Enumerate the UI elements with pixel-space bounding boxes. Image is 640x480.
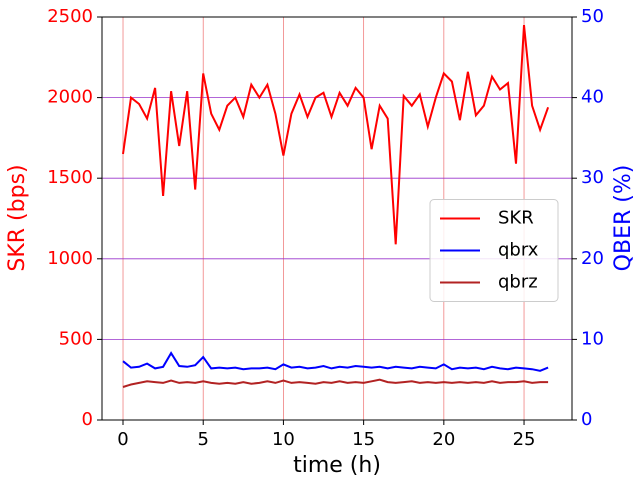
legend-label: qbrx	[498, 240, 539, 261]
y-tick-label: 1500	[47, 167, 93, 188]
legend-label: SKR	[498, 208, 534, 229]
series-line	[122, 378, 549, 388]
y2-tick-label: 20	[581, 248, 604, 269]
x-tick-label: 15	[352, 429, 375, 450]
y2-tick-label: 40	[581, 87, 604, 108]
x-tick-label: 0	[117, 429, 128, 450]
y2-tick-label: 30	[581, 167, 604, 188]
x-tick-label: 20	[432, 429, 455, 450]
series-line	[122, 25, 550, 245]
x-tick-label: 25	[513, 429, 536, 450]
plot-frame	[101, 16, 573, 421]
y2-axis-label: QBER (%)	[611, 165, 636, 272]
y2-tick-label: 50	[581, 6, 604, 27]
y-axis-label: SKR (bps)	[5, 164, 30, 271]
y2-tick-label: 0	[581, 409, 592, 430]
legend: SKR qbrx qbrz	[429, 199, 559, 302]
x-tick-label: 10	[272, 429, 295, 450]
y-tick-label: 0	[82, 409, 93, 430]
x-tick-label: 5	[197, 429, 208, 450]
x-axis-label: time (h)	[293, 453, 381, 478]
y-tick-label: 1000	[47, 248, 93, 269]
legend-label: qbrz	[498, 272, 538, 293]
y-tick-label: 2500	[47, 6, 93, 27]
legend-box	[429, 199, 559, 302]
y2-tick-label: 10	[581, 328, 604, 349]
y-tick-label: 500	[59, 328, 93, 349]
series-line	[122, 351, 549, 372]
y-tick-label: 2000	[47, 87, 93, 108]
